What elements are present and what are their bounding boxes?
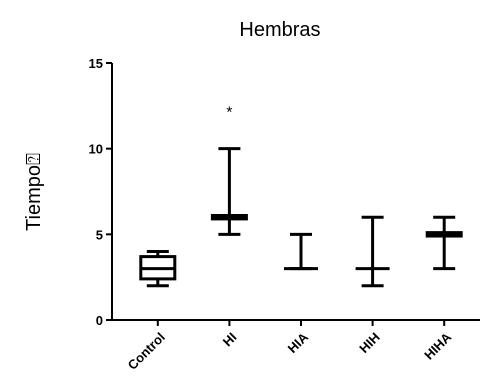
y-tick-label: 15 xyxy=(89,56,103,71)
y-tick-label: 5 xyxy=(96,227,103,242)
chart-title: Hembras xyxy=(239,19,320,41)
x-tick-label: HIHA xyxy=(421,329,455,363)
x-tick-label: Control xyxy=(125,330,168,373)
x-tick-label: HIA xyxy=(285,329,312,356)
x-tick-label: HI xyxy=(220,330,240,350)
annotation: * xyxy=(226,104,232,121)
y-axis-label: Tiempo⍰ xyxy=(23,153,45,231)
y-tick-label: 0 xyxy=(96,313,103,328)
x-tick-label: HIH xyxy=(356,330,382,356)
y-tick-label: 10 xyxy=(89,142,103,157)
